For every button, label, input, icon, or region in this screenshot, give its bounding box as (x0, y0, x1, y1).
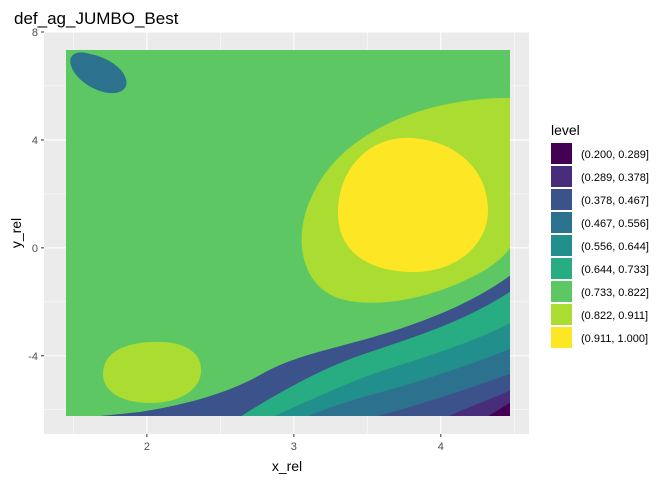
x-axis-title: x_rel (272, 458, 302, 474)
y-tick-label: -4 (28, 351, 38, 363)
legend-swatch (551, 143, 572, 164)
x-tick-label: 2 (144, 441, 150, 453)
band-0.289-0.378-right (448, 390, 510, 416)
x-tick-label: 4 (438, 441, 444, 453)
legend-swatch (551, 212, 572, 233)
legend-swatch (551, 304, 572, 325)
y-tick-label: 8 (32, 27, 38, 39)
band-0.911-1.000 (338, 137, 488, 272)
legend-label: (0.911, 1.000] (581, 333, 648, 345)
band-0.200-0.289-right (488, 402, 510, 416)
legend: level (0.200, 0.289] (0.289, 0.378] (0.378… (551, 122, 649, 348)
axis-ticks (41, 31, 442, 437)
y-tick-label: 4 (32, 135, 38, 147)
legend-swatch (551, 258, 572, 279)
chart-title: def_ag_JUMBO_Best (14, 9, 179, 28)
legend-label: (0.556, 0.644] (581, 241, 649, 253)
legend-label: (0.289, 0.378] (581, 172, 649, 184)
band-0.467-0.556-secondary (70, 52, 127, 94)
legend-label: (0.644, 0.733] (581, 264, 649, 276)
y-axis-tick-labels: -4 0 4 8 (28, 27, 38, 363)
band-0.822-0.911-secondary (103, 341, 202, 403)
legend-swatch (551, 166, 572, 187)
legend-title: level (551, 122, 580, 138)
x-tick-label: 3 (291, 441, 297, 453)
y-tick-label: 0 (32, 243, 38, 255)
legend-label: (0.822, 0.911] (581, 310, 648, 322)
legend-label: (0.733, 0.822] (581, 287, 649, 299)
legend-swatch (551, 327, 572, 348)
x-axis-tick-labels: 2 3 4 (144, 441, 444, 453)
legend-swatch (551, 281, 572, 302)
legend-label: (0.467, 0.556] (581, 218, 649, 230)
y-axis-title: y_rel (8, 218, 24, 248)
legend-swatch (551, 235, 572, 256)
legend-swatch (551, 189, 572, 210)
legend-items: (0.200, 0.289] (0.289, 0.378] (0.378, 0.46… (551, 143, 649, 348)
legend-label: (0.200, 0.289] (581, 149, 649, 161)
contour-bands (66, 50, 510, 416)
legend-label: (0.378, 0.467] (581, 195, 649, 207)
